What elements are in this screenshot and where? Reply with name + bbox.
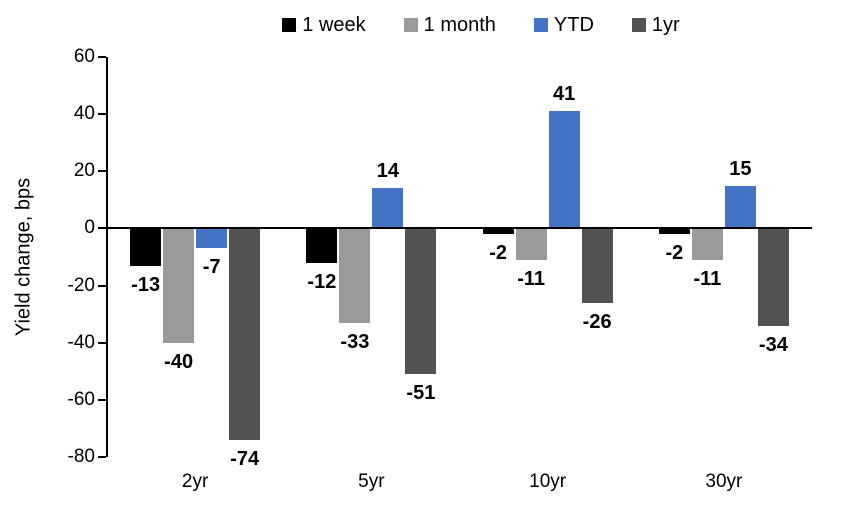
y-tick-label: 20 xyxy=(73,160,95,182)
bar-ytd-5yr xyxy=(372,188,404,229)
legend-item-1yr: 1yr xyxy=(631,13,680,37)
bar-value-label: -33 xyxy=(340,330,370,353)
bar-1yr-10yr xyxy=(581,228,613,303)
y-tick-mark xyxy=(98,456,106,458)
x-category-label: 30yr xyxy=(705,471,743,492)
y-tick-label: -60 xyxy=(67,388,95,410)
bar-ytd-30yr xyxy=(724,185,756,229)
bar-value-label: -34 xyxy=(758,333,788,356)
x-category-label: 10yr xyxy=(529,471,567,492)
legend-item-label: 1 week xyxy=(302,13,366,36)
legend-item-label: 1 month xyxy=(423,13,496,36)
y-tick-label: 0 xyxy=(84,217,95,239)
y-axis-title: Yield change, bps xyxy=(12,177,35,337)
legend-swatch-icon xyxy=(631,18,646,32)
bar-value-label: -11 xyxy=(517,267,546,290)
bar-1-week-30yr xyxy=(658,228,690,235)
bar-1-month-10yr xyxy=(515,228,547,260)
bar-value-label: -26 xyxy=(582,310,612,333)
bar-ytd-10yr xyxy=(548,111,580,229)
y-tick-mark xyxy=(98,227,106,230)
bar-value-label: -11 xyxy=(693,267,722,290)
legend-item-1-month: 1 month xyxy=(403,13,496,37)
bar-value-label: -7 xyxy=(202,256,221,279)
y-tick-mark xyxy=(98,113,106,116)
legend-item-label: 1yr xyxy=(651,13,680,36)
legend-item-label: YTD xyxy=(553,13,594,36)
y-tick-label: 40 xyxy=(73,103,95,125)
y-tick-label: -40 xyxy=(67,331,95,353)
bar-1-month-2yr xyxy=(163,228,195,343)
bar-value-label: -40 xyxy=(164,350,194,373)
bar-value-label: 15 xyxy=(729,157,752,180)
y-tick-label: -80 xyxy=(67,446,95,467)
zero-axis-line xyxy=(107,227,812,230)
legend-item-1-week: 1 week xyxy=(282,13,366,37)
bar-1yr-5yr xyxy=(405,228,437,375)
bar-1-week-10yr xyxy=(482,228,514,235)
bar-1-week-5yr xyxy=(306,228,338,263)
bar-value-label: -74 xyxy=(230,447,260,470)
bar-1yr-30yr xyxy=(757,228,789,326)
bar-1yr-2yr xyxy=(229,228,261,440)
bar-value-label: -51 xyxy=(406,382,436,405)
bar-1-month-5yr xyxy=(339,228,371,323)
bar-ytd-2yr xyxy=(196,228,228,249)
bar-value-label: 41 xyxy=(553,83,576,106)
y-tick-mark xyxy=(98,56,106,58)
legend-swatch-icon xyxy=(282,18,297,32)
legend-item-ytd: YTD xyxy=(533,13,594,37)
x-category-label: 2yr xyxy=(181,471,209,492)
bar-value-label: 14 xyxy=(376,160,399,183)
y-axis-line xyxy=(106,57,108,457)
bar-1-week-2yr xyxy=(130,228,162,266)
bar-value-label: -2 xyxy=(489,242,508,265)
y-tick-mark xyxy=(98,170,106,173)
bar-value-label: -13 xyxy=(131,273,161,296)
y-tick-mark xyxy=(98,398,106,401)
y-tick-label: 60 xyxy=(73,46,95,67)
legend-swatch-icon xyxy=(403,18,418,32)
bar-1-month-30yr xyxy=(691,228,723,260)
y-tick-label: -20 xyxy=(67,274,95,296)
y-tick-mark xyxy=(98,284,106,287)
y-tick-mark xyxy=(98,341,106,344)
bar-value-label: -2 xyxy=(665,242,684,265)
legend-swatch-icon xyxy=(533,18,548,32)
x-category-label: 5yr xyxy=(358,471,385,492)
bar-value-label: -12 xyxy=(307,270,337,293)
chart-legend: 1 week 1 month YTD 1yr xyxy=(55,10,852,40)
